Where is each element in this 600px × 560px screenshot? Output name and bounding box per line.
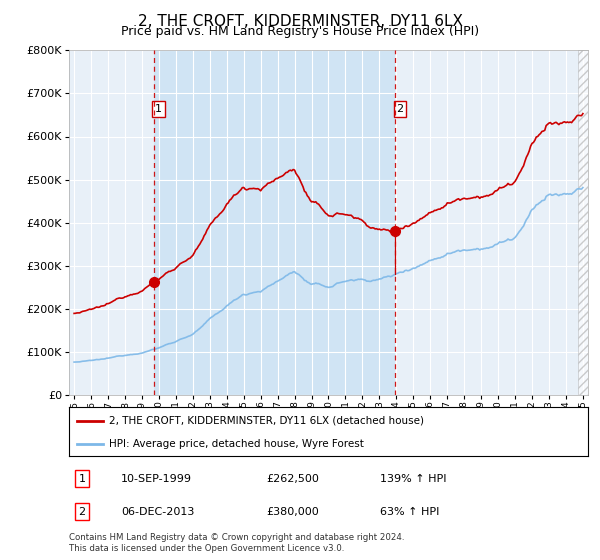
Text: Price paid vs. HM Land Registry's House Price Index (HPI): Price paid vs. HM Land Registry's House … — [121, 25, 479, 38]
Text: 2, THE CROFT, KIDDERMINSTER, DY11 6LX (detached house): 2, THE CROFT, KIDDERMINSTER, DY11 6LX (d… — [109, 416, 424, 426]
Text: £262,500: £262,500 — [266, 474, 319, 484]
Text: 2: 2 — [397, 104, 404, 114]
Bar — [154, 50, 395, 395]
Text: Contains HM Land Registry data © Crown copyright and database right 2024.
This d: Contains HM Land Registry data © Crown c… — [69, 533, 404, 553]
Text: 139% ↑ HPI: 139% ↑ HPI — [380, 474, 447, 484]
Text: 2: 2 — [79, 507, 86, 517]
Text: 63% ↑ HPI: 63% ↑ HPI — [380, 507, 440, 517]
Text: 10-SEP-1999: 10-SEP-1999 — [121, 474, 192, 484]
Text: HPI: Average price, detached house, Wyre Forest: HPI: Average price, detached house, Wyre… — [109, 439, 364, 449]
Text: 1: 1 — [79, 474, 85, 484]
Text: 06-DEC-2013: 06-DEC-2013 — [121, 507, 194, 517]
Bar — [578, 50, 588, 395]
Text: £380,000: £380,000 — [266, 507, 319, 517]
Text: 2, THE CROFT, KIDDERMINSTER, DY11 6LX: 2, THE CROFT, KIDDERMINSTER, DY11 6LX — [137, 14, 463, 29]
Text: 1: 1 — [155, 104, 162, 114]
